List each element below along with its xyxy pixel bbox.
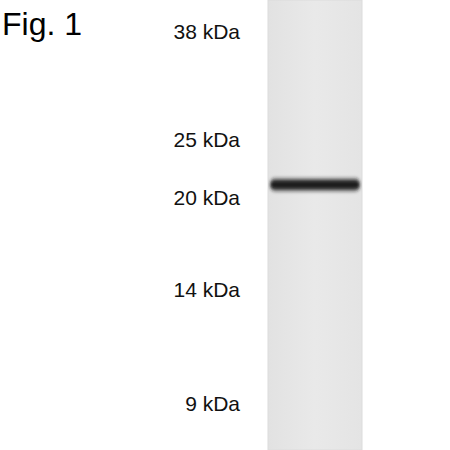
marker-label: 38 kDa — [173, 20, 240, 43]
band-group — [270, 179, 360, 190]
figure-title: Fig. 1 — [2, 6, 82, 42]
protein-band — [270, 179, 360, 190]
figure-root: Fig. 1 38 kDa 25 kDa 20 kDa 14 kDa 9 kDa — [0, 0, 450, 450]
marker-label: 14 kDa — [173, 278, 240, 301]
blot-figure: Fig. 1 38 kDa 25 kDa 20 kDa 14 kDa 9 kDa — [0, 0, 450, 450]
marker-label: 9 kDa — [185, 392, 240, 415]
marker-label: 25 kDa — [173, 128, 240, 151]
lane-frame — [268, 0, 362, 450]
marker-label: 20 kDa — [173, 186, 240, 209]
